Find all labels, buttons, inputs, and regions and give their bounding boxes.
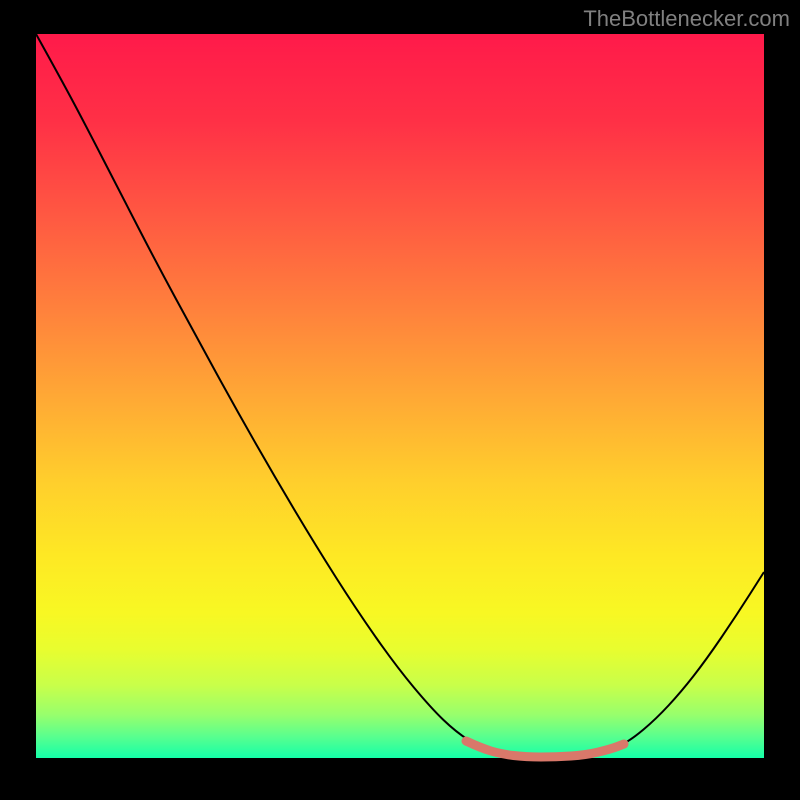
highlight-segment	[466, 741, 624, 757]
watermark-text: TheBottlenecker.com	[583, 6, 790, 32]
bottleneck-curve	[36, 34, 764, 758]
curve-layer	[36, 34, 764, 758]
plot-area	[36, 34, 764, 758]
